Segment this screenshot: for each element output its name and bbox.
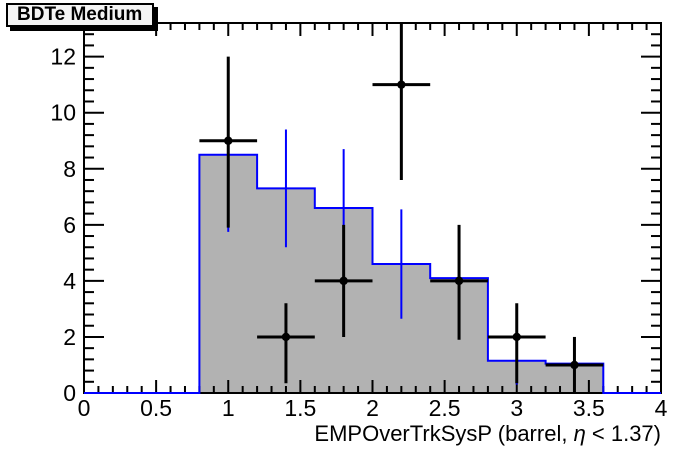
data-point-marker: [512, 332, 521, 342]
x-tick-label: 2.5: [429, 395, 461, 421]
data-point-marker: [397, 80, 406, 89]
data-point-marker: [339, 276, 348, 286]
y-tick-label: 2: [63, 324, 76, 350]
x-tick-label: 0.5: [140, 395, 172, 421]
data-point-marker: [454, 276, 464, 286]
histogram-title: BDTe Medium: [17, 4, 143, 25]
x-axis-title: EMPOverTrkSysP (barrel, η < 1.37): [314, 421, 661, 446]
y-tick-label: 12: [50, 44, 76, 70]
y-tick-label: 0: [63, 380, 76, 406]
y-tick-label: 4: [63, 268, 76, 294]
y-tick-label: 6: [63, 212, 76, 238]
x-tick-label: 4: [655, 395, 668, 421]
data-point-marker: [281, 332, 291, 342]
x-tick-label: 2: [366, 395, 379, 421]
x-tick-label: 1: [222, 395, 235, 421]
x-tick-label: 3: [510, 395, 523, 421]
y-tick-label: 8: [63, 156, 76, 182]
histogram-title-box: BDTe Medium: [6, 3, 155, 27]
data-point-marker: [570, 360, 579, 370]
data-point-marker: [224, 136, 233, 145]
x-tick-label: 0: [78, 395, 91, 421]
y-tick-label: 10: [50, 100, 76, 126]
x-tick-label: 3.5: [573, 395, 605, 421]
x-tick-label: 1.5: [284, 395, 316, 421]
